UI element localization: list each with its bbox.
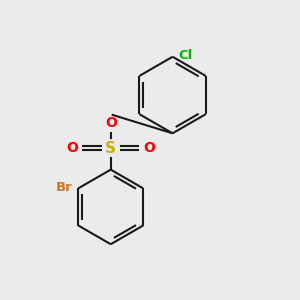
Text: O: O [143, 141, 155, 155]
Text: O: O [105, 116, 117, 130]
Text: S: S [105, 140, 116, 155]
Text: Br: Br [56, 181, 73, 194]
Text: Cl: Cl [178, 49, 193, 62]
Text: O: O [67, 141, 78, 155]
